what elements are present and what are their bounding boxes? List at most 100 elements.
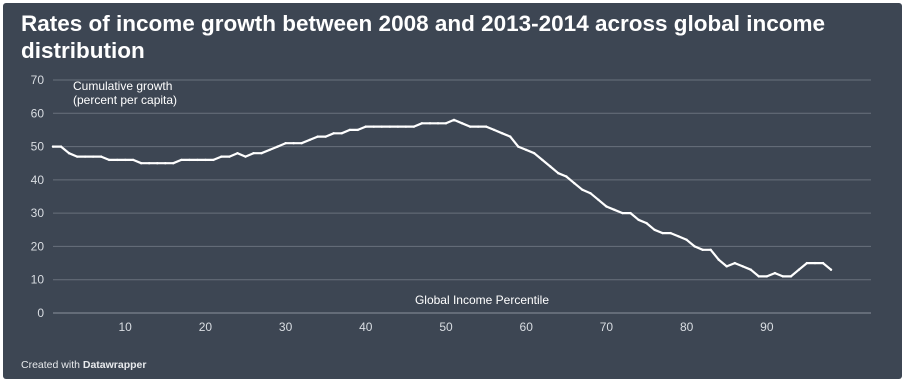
y-tick-label-10: 10 xyxy=(31,273,45,287)
x-tick-label-50: 50 xyxy=(439,320,453,334)
chart-card xyxy=(3,3,902,379)
data-point-p40 xyxy=(364,125,367,128)
data-point-p36 xyxy=(332,132,335,135)
data-point-p49 xyxy=(436,122,440,125)
data-point-p65 xyxy=(565,175,568,178)
x-tick-label-10: 10 xyxy=(119,320,133,334)
data-point-p69 xyxy=(597,198,600,201)
data-point-p66 xyxy=(573,182,576,185)
x-axis-label: Global Income Percentile xyxy=(415,293,549,307)
data-point-p85 xyxy=(725,265,728,268)
data-point-p37 xyxy=(340,132,343,135)
chart-title: Rates of income growth between 2008 and … xyxy=(21,11,826,63)
data-point-p61 xyxy=(533,152,536,155)
data-point-p7 xyxy=(99,155,103,158)
data-point-p67 xyxy=(581,188,584,191)
data-point-p59 xyxy=(517,145,520,148)
data-point-p16 xyxy=(172,162,175,165)
data-point-p25 xyxy=(244,155,247,158)
data-point-p95 xyxy=(805,261,809,265)
data-point-p2 xyxy=(59,145,63,148)
data-point-p92 xyxy=(781,275,785,278)
data-point-p96 xyxy=(813,261,817,265)
data-point-p11 xyxy=(132,158,135,162)
cumulative-growth-line xyxy=(51,118,833,278)
data-point-p18 xyxy=(188,158,191,162)
data-point-p72 xyxy=(621,211,624,215)
x-tick-label-30: 30 xyxy=(279,320,293,334)
data-point-p12 xyxy=(140,162,143,165)
data-point-p73 xyxy=(629,211,632,215)
data-point-p80 xyxy=(685,238,688,241)
gridlines xyxy=(53,79,871,314)
data-point-p83 xyxy=(709,248,712,251)
data-point-p62 xyxy=(541,158,544,162)
data-point-p94 xyxy=(797,268,801,271)
data-point-p33 xyxy=(308,138,311,142)
data-point-p20 xyxy=(204,158,207,162)
data-point-p48 xyxy=(428,122,432,125)
data-point-p6 xyxy=(91,155,95,158)
data-point-p55 xyxy=(484,125,488,128)
data-point-p17 xyxy=(180,158,183,162)
y-tick-label-50: 50 xyxy=(31,140,45,154)
y-tick-label-60: 60 xyxy=(31,106,45,120)
data-point-p1 xyxy=(51,145,55,148)
data-point-p41 xyxy=(372,125,375,128)
data-point-p79 xyxy=(677,235,680,238)
data-point-p90 xyxy=(765,275,768,278)
data-point-p22 xyxy=(220,155,223,158)
data-point-p77 xyxy=(661,231,664,235)
x-tick-label-90: 90 xyxy=(760,320,774,334)
data-point-p14 xyxy=(156,162,159,165)
data-point-p38 xyxy=(348,128,351,132)
data-point-p75 xyxy=(645,221,648,225)
data-point-p39 xyxy=(356,128,359,132)
data-point-p27 xyxy=(260,152,263,155)
data-point-p26 xyxy=(252,152,255,155)
data-point-p24 xyxy=(236,152,239,155)
data-point-p5 xyxy=(83,155,87,158)
data-point-p81 xyxy=(693,245,696,248)
y-tick-label-20: 20 xyxy=(31,239,45,253)
credit-prefix: Created with xyxy=(21,359,83,371)
data-point-p47 xyxy=(420,122,424,125)
data-point-p71 xyxy=(613,208,616,211)
data-point-p84 xyxy=(717,258,720,261)
data-points xyxy=(51,118,833,278)
data-point-p35 xyxy=(324,135,327,138)
y-tick-label-40: 40 xyxy=(31,173,45,187)
data-point-p52 xyxy=(460,122,464,125)
data-point-p58 xyxy=(509,135,512,138)
y-axis-label-line2: (percent per capita) xyxy=(73,93,177,107)
y-axis-label-line1: Cumulative growth xyxy=(73,79,172,93)
credit-brand: Datawrapper xyxy=(82,359,147,371)
y-tick-label-30: 30 xyxy=(31,206,45,220)
data-point-p82 xyxy=(701,248,704,251)
data-point-p89 xyxy=(757,275,760,278)
y-tick-labels: 0 10 20 30 40 50 60 70 xyxy=(31,73,45,320)
data-point-p23 xyxy=(228,155,231,158)
x-tick-label-70: 70 xyxy=(600,320,614,334)
data-point-p64 xyxy=(557,172,560,175)
data-point-p19 xyxy=(196,158,199,162)
data-point-p93 xyxy=(789,275,793,278)
data-point-p88 xyxy=(749,268,752,271)
x-tick-label-20: 20 xyxy=(199,320,213,334)
data-point-p56 xyxy=(492,128,496,132)
data-point-p76 xyxy=(653,228,656,231)
data-point-p46 xyxy=(412,125,416,128)
data-point-p97 xyxy=(821,261,825,265)
data-point-p31 xyxy=(292,142,295,145)
x-tick-label-80: 80 xyxy=(680,320,694,334)
data-point-p42 xyxy=(380,125,383,128)
data-point-p32 xyxy=(300,142,303,145)
data-point-p53 xyxy=(468,125,472,128)
data-point-p98 xyxy=(829,268,833,271)
data-point-p68 xyxy=(589,192,592,195)
data-point-p45 xyxy=(404,125,408,128)
data-point-p30 xyxy=(284,142,287,145)
y-tick-label-70: 70 xyxy=(31,73,45,87)
data-point-p78 xyxy=(669,231,672,235)
